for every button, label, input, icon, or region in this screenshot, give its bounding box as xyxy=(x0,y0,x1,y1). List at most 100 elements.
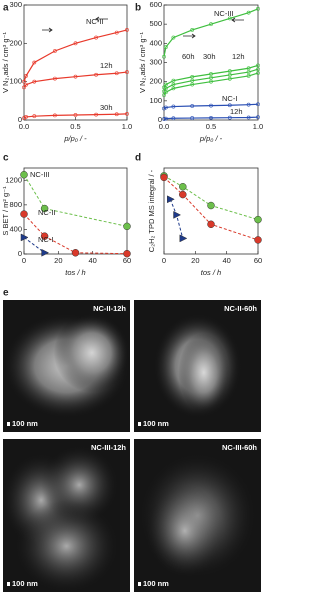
series-label: NC-II xyxy=(86,17,104,26)
x-tick-label: 1.0 xyxy=(122,122,132,131)
scale-label: 100 nm xyxy=(143,579,169,588)
data-point xyxy=(254,215,262,224)
panel-label: d xyxy=(135,153,141,164)
x-tick-label: 1.0 xyxy=(253,122,263,131)
hysteresis-arrow xyxy=(231,17,244,23)
y-tick-label: 0 xyxy=(158,115,162,124)
y-axis-label: V N₂,ads / cm³ g⁻¹ xyxy=(138,31,147,93)
data-point xyxy=(163,86,168,91)
trend-line xyxy=(163,177,259,241)
data-point xyxy=(163,116,168,121)
data-point xyxy=(227,73,232,77)
x-axis-label: p/p₀ / - xyxy=(199,134,223,143)
data-point xyxy=(227,16,232,21)
data-point xyxy=(256,67,260,72)
isotherm-line xyxy=(163,103,259,110)
data-point xyxy=(209,79,213,84)
x-tick-label: 0 xyxy=(162,256,166,265)
data-point xyxy=(179,183,187,191)
x-tick-label: 20 xyxy=(54,256,62,265)
data-point xyxy=(256,63,260,68)
data-point xyxy=(256,102,260,107)
data-point xyxy=(256,6,260,11)
data-point xyxy=(246,74,251,78)
data-point xyxy=(227,76,232,81)
x-tick-label: 0.5 xyxy=(70,122,80,131)
data-point xyxy=(20,210,28,218)
data-point xyxy=(40,232,49,240)
data-point xyxy=(209,115,213,120)
y-axis-label: V N₂,ads / cm³ g⁻¹ xyxy=(1,31,10,93)
data-point xyxy=(32,114,37,119)
series-label: 30h xyxy=(203,52,216,61)
y-tick-label: 200 xyxy=(9,38,22,47)
data-point xyxy=(125,70,129,74)
data-point xyxy=(179,190,187,199)
panel-label: a xyxy=(3,3,9,14)
data-point xyxy=(20,171,28,179)
y-tick-label: 0 xyxy=(18,249,22,258)
x-tick-label: 40 xyxy=(88,256,96,265)
micrograph-title: NC-II-60h xyxy=(224,304,257,313)
data-point xyxy=(207,201,215,210)
panel-label: e xyxy=(3,288,9,299)
data-point xyxy=(40,204,49,213)
x-tick-label: 40 xyxy=(222,256,230,265)
data-point xyxy=(53,113,57,118)
trend-line xyxy=(23,213,128,255)
series-label: NC-III xyxy=(214,9,234,18)
y-tick-label: 400 xyxy=(9,224,22,233)
series-label: NC-III xyxy=(30,170,50,179)
scale-bar xyxy=(7,582,10,586)
micrograph-title: NC-III-12h xyxy=(91,443,126,452)
x-tick-label: 0.0 xyxy=(19,122,29,131)
data-point xyxy=(171,116,176,121)
y-tick-label: 800 xyxy=(9,200,22,209)
trend-line xyxy=(169,199,184,239)
scale-bar xyxy=(138,582,141,586)
y-tick-label: 100 xyxy=(9,77,22,86)
data-point xyxy=(207,220,215,229)
data-point xyxy=(246,70,251,74)
data-point xyxy=(114,30,119,35)
data-point xyxy=(163,105,168,110)
data-point xyxy=(254,236,262,244)
data-point xyxy=(173,211,182,219)
y-tick-label: 500 xyxy=(149,19,162,28)
data-point xyxy=(190,78,195,83)
micrograph-texture xyxy=(146,484,223,577)
y-axis-label: C₂H₂ TPD MS integral / - xyxy=(147,169,156,252)
x-tick-label: 60 xyxy=(123,256,131,265)
data-point xyxy=(190,28,195,32)
data-point xyxy=(24,82,28,87)
x-tick-label: 20 xyxy=(191,256,199,265)
data-point xyxy=(163,90,168,95)
data-point xyxy=(167,195,175,204)
data-point xyxy=(94,112,99,117)
data-point xyxy=(227,69,232,74)
data-point xyxy=(73,74,78,79)
micrograph-texture xyxy=(15,500,118,592)
data-point xyxy=(162,85,166,90)
data-point xyxy=(227,103,232,108)
data-point xyxy=(209,72,213,76)
series-label: 12h xyxy=(230,107,243,116)
data-point xyxy=(114,112,119,117)
y-tick-label: 1200 xyxy=(5,175,22,184)
y-tick-label: 600 xyxy=(149,0,162,9)
scale-bar xyxy=(138,422,141,426)
y-tick-label: 400 xyxy=(149,38,162,47)
data-point xyxy=(123,222,131,231)
data-point xyxy=(160,173,168,182)
x-tick-label: 60 xyxy=(254,256,262,265)
y-tick-label: 100 xyxy=(149,96,162,105)
x-axis-label: tos / h xyxy=(65,268,85,277)
isotherm-line xyxy=(23,71,128,88)
data-point xyxy=(125,111,129,116)
data-point xyxy=(246,115,251,120)
data-point xyxy=(246,102,251,107)
data-point xyxy=(171,35,176,40)
series-label: 12h xyxy=(100,61,113,70)
data-point xyxy=(190,116,195,120)
